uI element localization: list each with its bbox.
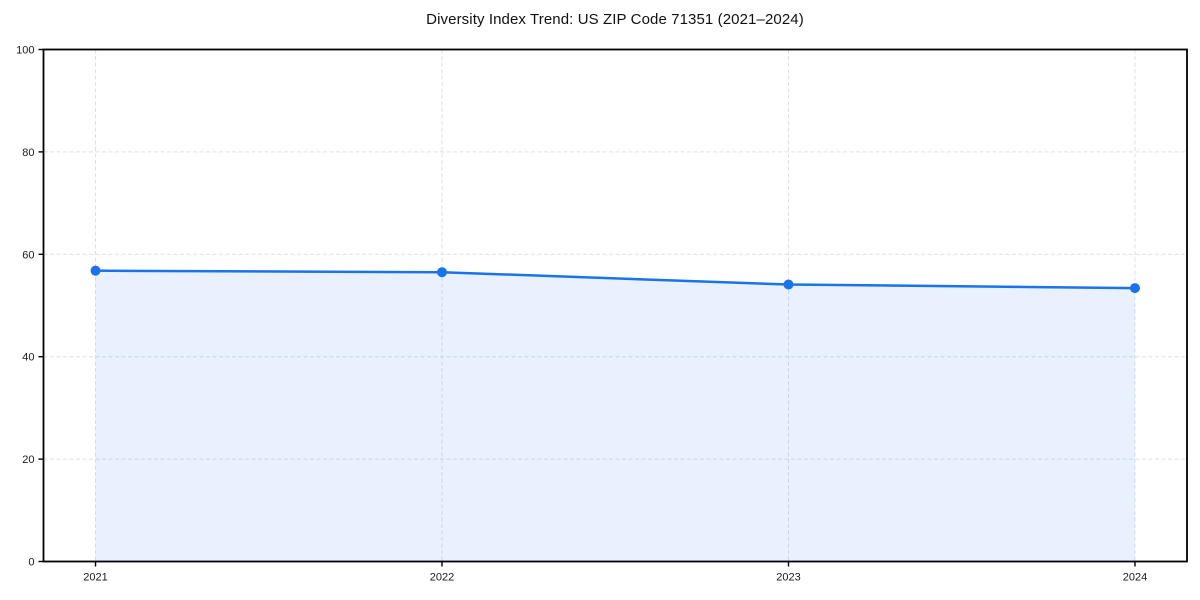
data-point-marker-2023 — [783, 279, 794, 290]
data-point-marker-2024 — [1129, 283, 1140, 294]
y-axis-tick-label: 60 — [22, 249, 34, 261]
y-axis-tick-label: 20 — [22, 454, 34, 466]
x-axis-tick-label: 2023 — [776, 572, 800, 584]
plot-border — [42, 48, 1188, 563]
area-fill — [95, 270, 1135, 562]
y-axis-tick-label: 0 — [28, 557, 34, 569]
y-axis-tick-label: 40 — [22, 352, 34, 364]
y-axis-tick-label: 100 — [16, 45, 34, 57]
x-axis-tick-label: 2024 — [1123, 572, 1147, 584]
data-point-marker-2022 — [437, 267, 448, 278]
x-axis-tick-label: 2021 — [83, 572, 107, 584]
chart-title: Diversity Index Trend: US ZIP Code 71351… — [426, 11, 804, 28]
x-axis-tick-label: 2022 — [430, 572, 454, 584]
data-point-marker-2021 — [90, 265, 101, 276]
y-axis-tick-label: 80 — [22, 147, 34, 159]
trend-line — [94, 269, 1137, 290]
